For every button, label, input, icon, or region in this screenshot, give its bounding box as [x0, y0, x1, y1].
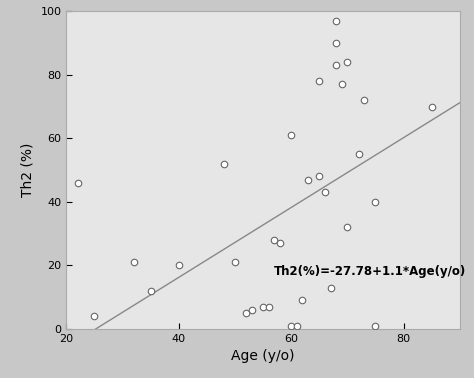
Point	[316, 174, 323, 180]
Point	[355, 151, 363, 157]
Text: Th2(%)=-27.78+1.1*Age(y/o): Th2(%)=-27.78+1.1*Age(y/o)	[274, 265, 466, 278]
Point	[265, 304, 273, 310]
Point	[276, 240, 284, 246]
Point	[130, 259, 137, 265]
Point	[321, 189, 328, 195]
Point	[231, 259, 239, 265]
Point	[332, 18, 340, 24]
Point	[220, 161, 228, 167]
Point	[332, 40, 340, 46]
Point	[372, 199, 379, 205]
Point	[287, 323, 295, 329]
Y-axis label: Th2 (%): Th2 (%)	[21, 143, 35, 197]
Point	[332, 62, 340, 68]
Point	[293, 323, 301, 329]
Point	[175, 262, 182, 268]
Point	[338, 81, 346, 87]
Point	[344, 59, 351, 65]
Point	[147, 288, 155, 294]
Point	[74, 180, 82, 186]
Point	[242, 310, 250, 316]
Point	[360, 97, 368, 103]
Point	[304, 177, 312, 183]
Point	[327, 285, 334, 291]
Point	[344, 224, 351, 230]
Point	[287, 132, 295, 138]
Point	[271, 237, 278, 243]
X-axis label: Age (y/o): Age (y/o)	[231, 349, 295, 363]
Point	[259, 304, 267, 310]
Point	[372, 323, 379, 329]
Point	[428, 104, 436, 110]
Point	[91, 313, 98, 319]
Point	[248, 307, 255, 313]
Point	[316, 78, 323, 84]
Point	[299, 297, 306, 303]
